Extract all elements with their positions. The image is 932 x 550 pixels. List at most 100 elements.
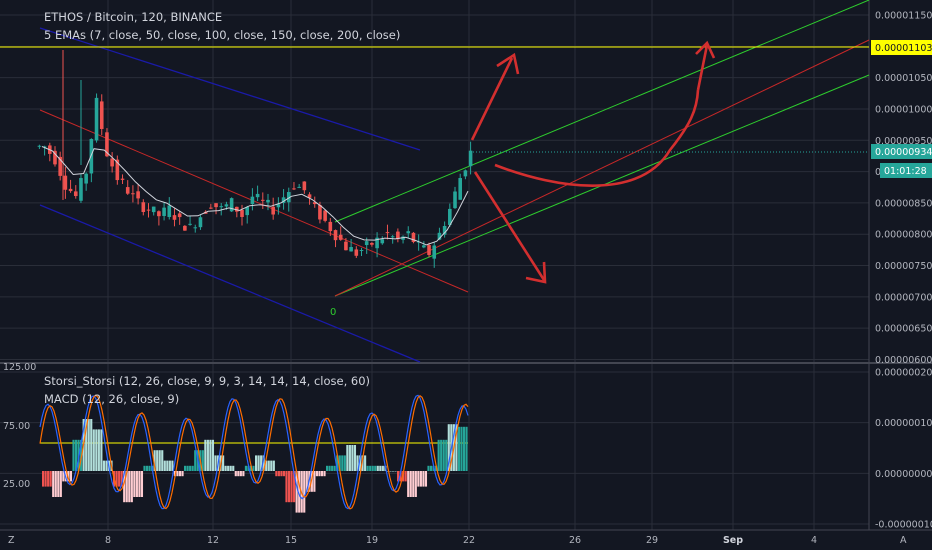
log-scale-toggle[interactable]: Z bbox=[8, 535, 15, 546]
candle-body bbox=[370, 242, 374, 245]
candle-body bbox=[172, 215, 177, 220]
candle-body bbox=[73, 191, 78, 197]
histogram-bar bbox=[460, 426, 463, 471]
histogram-bar bbox=[442, 439, 445, 471]
histogram-bar bbox=[186, 465, 189, 471]
histogram-bar bbox=[133, 471, 136, 497]
histogram-bar bbox=[171, 460, 174, 471]
blue-channel-lower[interactable] bbox=[39, 204, 421, 363]
candle-body bbox=[380, 239, 385, 244]
histogram-bar bbox=[361, 455, 364, 471]
arrow-up-scenario[interactable] bbox=[470, 57, 514, 141]
histogram-bar bbox=[389, 471, 392, 472]
time-tick-label: 12 bbox=[207, 535, 219, 546]
histogram-bar bbox=[67, 471, 70, 482]
histogram-bar bbox=[394, 471, 397, 472]
ema-legend[interactable]: 5 EMAs (7, close, 50, close, 100, close,… bbox=[44, 28, 400, 42]
storsi-legend[interactable]: Storsi_Storsi (12, 26, close, 9, 9, 3, 1… bbox=[44, 374, 370, 388]
candle-body bbox=[323, 210, 327, 221]
oscillator-axis[interactable]: 0.00000020 0.00000010 0.00000000 -0.0000001… bbox=[875, 368, 932, 531]
candle-body bbox=[219, 206, 224, 208]
histogram-bar bbox=[62, 471, 65, 482]
storsi-tick-label: 75.00 bbox=[3, 421, 30, 432]
histogram-bar bbox=[140, 471, 144, 497]
candle-body bbox=[224, 204, 229, 207]
histogram-bar bbox=[447, 424, 450, 471]
auto-scale-toggle[interactable]: A bbox=[900, 535, 907, 546]
histogram-bar bbox=[100, 429, 103, 471]
arrow-down-scenario[interactable] bbox=[473, 171, 546, 281]
resistance-badge: 0.00001103 bbox=[871, 40, 932, 55]
time-axis[interactable]: 8 12 15 19 22 26 29 Sep 4 bbox=[105, 535, 817, 546]
macd-line bbox=[39, 394, 469, 510]
histogram-bar bbox=[260, 455, 263, 471]
candle-body bbox=[79, 178, 83, 201]
histogram-bar bbox=[371, 465, 374, 471]
histogram-bar bbox=[414, 471, 417, 497]
green-channel-upper[interactable] bbox=[334, 0, 870, 223]
histogram-bar bbox=[249, 465, 253, 471]
candle-body bbox=[422, 245, 426, 248]
histogram-bar bbox=[399, 471, 402, 482]
candle-body bbox=[245, 207, 250, 216]
histogram-bar bbox=[128, 471, 131, 503]
histogram-bar bbox=[326, 465, 329, 471]
candle-body bbox=[312, 202, 317, 205]
histogram-bar bbox=[72, 439, 75, 471]
candle-body bbox=[364, 241, 369, 246]
histogram-bar bbox=[206, 439, 209, 471]
candle-body bbox=[240, 209, 244, 217]
red-channel-mid[interactable] bbox=[334, 39, 870, 297]
histogram-bar bbox=[287, 471, 291, 503]
grid bbox=[0, 0, 869, 530]
histogram-bar bbox=[305, 471, 308, 492]
candle-body bbox=[105, 132, 109, 157]
histogram-bar bbox=[424, 471, 428, 487]
time-tick-label: 15 bbox=[285, 535, 297, 546]
histogram-bar bbox=[391, 471, 395, 472]
candle-body bbox=[328, 221, 333, 232]
storsi-tick-label: 25.00 bbox=[3, 479, 30, 490]
price-tick-label: 0.00000600 bbox=[875, 355, 932, 366]
blue-channel-upper[interactable] bbox=[39, 27, 421, 151]
arrow-cup-curve[interactable] bbox=[494, 89, 700, 187]
histogram-bar bbox=[214, 455, 217, 471]
symbol-title[interactable]: ETHOS / Bitcoin, 120, BINANCE bbox=[44, 10, 222, 24]
histogram-bar bbox=[427, 465, 430, 471]
histogram-bar bbox=[44, 471, 47, 487]
candle-body bbox=[390, 236, 395, 238]
histogram-bar bbox=[381, 465, 384, 471]
osc-tick-label: 0.00000020 bbox=[875, 368, 932, 379]
candle-body bbox=[318, 205, 322, 220]
price-tick-label: 0.00001000 bbox=[875, 104, 932, 115]
histogram-bar bbox=[333, 465, 336, 471]
histogram-bar bbox=[224, 465, 227, 471]
histogram-bar bbox=[242, 471, 245, 477]
histogram-bar bbox=[348, 445, 351, 471]
last-price-badge: 0.00000934 bbox=[871, 144, 932, 159]
histogram-bar bbox=[422, 471, 425, 487]
candle-body bbox=[406, 231, 411, 234]
histogram-bar bbox=[272, 460, 275, 471]
histogram-bar bbox=[85, 419, 88, 471]
candle-body bbox=[58, 156, 62, 176]
histogram-bar bbox=[237, 471, 240, 477]
candle-body bbox=[468, 150, 473, 167]
osc-tick-label: -0.00000010 bbox=[875, 520, 932, 531]
histogram-bar bbox=[318, 471, 321, 477]
histogram-bar bbox=[351, 445, 354, 471]
histogram-bar bbox=[184, 465, 187, 471]
candle-body bbox=[141, 202, 146, 213]
histogram-bar bbox=[227, 465, 230, 471]
storsi-tick-label: 125.00 bbox=[3, 362, 36, 373]
analysis-arrows[interactable] bbox=[470, 40, 716, 284]
histogram-bar bbox=[267, 460, 270, 471]
candle-body bbox=[458, 178, 463, 200]
histogram-bar bbox=[189, 465, 192, 471]
candle-body bbox=[235, 206, 239, 212]
histogram-bar bbox=[95, 429, 98, 471]
macd-legend[interactable]: MACD (12, 26, close, 9) bbox=[44, 392, 179, 406]
candle-body bbox=[167, 205, 172, 218]
